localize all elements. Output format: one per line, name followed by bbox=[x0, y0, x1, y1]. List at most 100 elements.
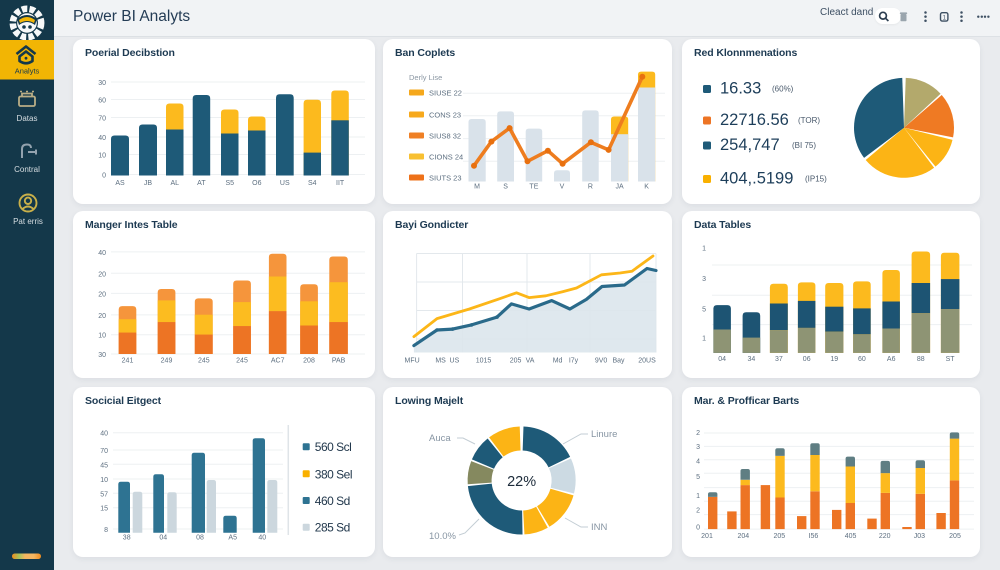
svg-text:06: 06 bbox=[803, 356, 811, 363]
svg-text:Auca: Auca bbox=[429, 433, 451, 444]
svg-text:A5: A5 bbox=[228, 535, 237, 542]
svg-text:S: S bbox=[503, 183, 508, 190]
svg-text:JB: JB bbox=[144, 180, 153, 187]
svg-text:249: 249 bbox=[161, 358, 173, 365]
svg-text:IIT: IIT bbox=[336, 180, 345, 187]
svg-text:TE: TE bbox=[529, 183, 538, 190]
svg-text:MFU: MFU bbox=[405, 358, 420, 365]
svg-text:JA: JA bbox=[616, 183, 625, 190]
svg-text:K: K bbox=[644, 183, 649, 190]
svg-text:04: 04 bbox=[159, 535, 167, 542]
svg-text:34: 34 bbox=[748, 356, 756, 363]
svg-text:88: 88 bbox=[917, 356, 925, 363]
svg-text:8: 8 bbox=[104, 527, 108, 534]
svg-text:SIUSE 22: SIUSE 22 bbox=[429, 88, 462, 97]
svg-text:220: 220 bbox=[879, 533, 891, 540]
svg-text:201: 201 bbox=[701, 533, 713, 540]
svg-text:0: 0 bbox=[102, 172, 106, 179]
svg-text:AS: AS bbox=[115, 180, 125, 187]
svg-text:ST: ST bbox=[946, 356, 956, 363]
svg-text:460 Sd: 460 Sd bbox=[315, 494, 350, 508]
svg-text:3: 3 bbox=[696, 444, 700, 451]
svg-text:205: 205 bbox=[949, 533, 961, 540]
svg-text:M: M bbox=[474, 183, 480, 190]
svg-text:40: 40 bbox=[98, 135, 106, 142]
svg-text:1: 1 bbox=[702, 245, 706, 252]
svg-text:Derly Lise: Derly Lise bbox=[409, 73, 442, 82]
svg-text:3: 3 bbox=[702, 276, 706, 283]
svg-text:60: 60 bbox=[858, 356, 866, 363]
svg-text:AL: AL bbox=[171, 180, 180, 187]
svg-text:Md: Md bbox=[553, 358, 563, 365]
svg-text:I56: I56 bbox=[809, 533, 819, 540]
svg-text:(60%): (60%) bbox=[772, 84, 794, 93]
svg-text:(BI 75): (BI 75) bbox=[792, 141, 816, 150]
svg-text:9V0: 9V0 bbox=[595, 358, 608, 365]
svg-text:0: 0 bbox=[696, 525, 700, 532]
svg-text:70: 70 bbox=[98, 115, 106, 122]
svg-text:CIONS 24: CIONS 24 bbox=[429, 152, 463, 161]
svg-text:380 Sel: 380 Sel bbox=[315, 467, 352, 481]
svg-text:V: V bbox=[560, 183, 565, 190]
svg-text:245: 245 bbox=[236, 358, 248, 365]
svg-text:208: 208 bbox=[303, 358, 315, 365]
svg-text:CONS 23: CONS 23 bbox=[429, 110, 461, 119]
svg-text:22716.56: 22716.56 bbox=[720, 111, 789, 129]
svg-text:241: 241 bbox=[122, 358, 134, 365]
svg-text:5: 5 bbox=[702, 306, 706, 313]
svg-text:10: 10 bbox=[98, 333, 106, 340]
svg-text:285 Sd: 285 Sd bbox=[315, 521, 350, 535]
svg-text:1: 1 bbox=[943, 16, 947, 22]
svg-text:2: 2 bbox=[696, 430, 700, 437]
svg-text:405: 405 bbox=[845, 533, 857, 540]
svg-text:20: 20 bbox=[98, 271, 106, 278]
svg-text:57: 57 bbox=[100, 491, 108, 498]
svg-text:SIUS8 32: SIUS8 32 bbox=[429, 131, 461, 140]
svg-text:254,747: 254,747 bbox=[720, 136, 780, 154]
svg-text:10: 10 bbox=[100, 477, 108, 484]
svg-text:US: US bbox=[280, 180, 290, 187]
svg-text:R: R bbox=[588, 183, 593, 190]
svg-text:AT: AT bbox=[197, 180, 206, 187]
svg-text:204: 204 bbox=[737, 533, 749, 540]
svg-text:19: 19 bbox=[830, 356, 838, 363]
svg-text:Datas: Datas bbox=[17, 114, 38, 123]
svg-text:O6: O6 bbox=[252, 180, 261, 187]
svg-text:30: 30 bbox=[98, 352, 106, 359]
svg-text:205: 205 bbox=[510, 358, 522, 365]
svg-text:1015: 1015 bbox=[476, 358, 492, 365]
svg-text:Linure: Linure bbox=[591, 429, 617, 440]
svg-text:20: 20 bbox=[98, 313, 106, 320]
svg-text:AC7: AC7 bbox=[271, 358, 285, 365]
svg-text:MS: MS bbox=[435, 358, 446, 365]
svg-text:INN: INN bbox=[591, 522, 608, 533]
svg-text:I7y: I7y bbox=[569, 358, 579, 365]
svg-text:S4: S4 bbox=[308, 180, 317, 187]
svg-text:US: US bbox=[450, 358, 460, 365]
svg-text:J03: J03 bbox=[914, 533, 925, 540]
svg-text:(TOR): (TOR) bbox=[798, 116, 820, 125]
svg-text:Analyts: Analyts bbox=[15, 67, 40, 76]
svg-text:A6: A6 bbox=[887, 356, 896, 363]
svg-text:Pat erris: Pat erris bbox=[13, 217, 43, 226]
svg-text:04: 04 bbox=[718, 356, 726, 363]
svg-text:PAB: PAB bbox=[332, 358, 346, 365]
svg-text:SIUTS 23: SIUTS 23 bbox=[429, 173, 462, 182]
svg-text:70: 70 bbox=[100, 448, 108, 455]
svg-text:560 Scl: 560 Scl bbox=[315, 440, 352, 454]
svg-text:15: 15 bbox=[100, 506, 108, 513]
svg-text:1: 1 bbox=[702, 336, 706, 343]
svg-text:38: 38 bbox=[123, 535, 131, 542]
svg-text:205: 205 bbox=[773, 533, 785, 540]
svg-text:Bay: Bay bbox=[612, 358, 625, 365]
svg-text:37: 37 bbox=[775, 356, 783, 363]
svg-text:20US: 20US bbox=[638, 358, 656, 365]
svg-text:30: 30 bbox=[98, 80, 106, 87]
svg-text:08: 08 bbox=[196, 535, 204, 542]
svg-text:S5: S5 bbox=[226, 180, 235, 187]
svg-text:40: 40 bbox=[258, 535, 266, 542]
svg-text:245: 245 bbox=[198, 358, 210, 365]
svg-text:60: 60 bbox=[98, 97, 106, 104]
svg-text:10: 10 bbox=[98, 152, 106, 159]
svg-text:VA: VA bbox=[526, 358, 535, 365]
